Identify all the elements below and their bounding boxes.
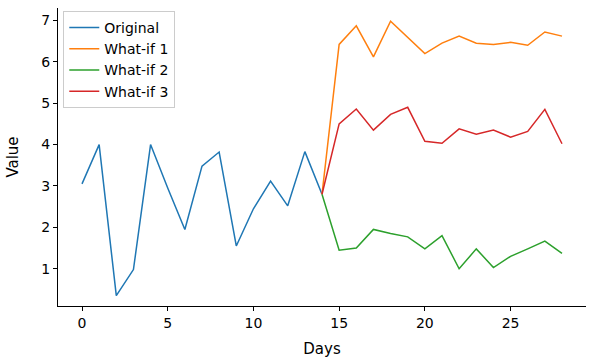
- svg-text:Value: Value: [4, 136, 22, 177]
- svg-text:5: 5: [41, 95, 50, 111]
- svg-text:3: 3: [41, 178, 50, 194]
- svg-text:7: 7: [41, 12, 50, 28]
- svg-text:What-if 2: What-if 2: [104, 62, 168, 78]
- svg-text:20: 20: [416, 315, 434, 331]
- svg-text:2: 2: [41, 219, 50, 235]
- svg-text:Days: Days: [303, 340, 341, 358]
- svg-text:10: 10: [245, 315, 263, 331]
- svg-text:15: 15: [330, 315, 348, 331]
- svg-text:Original: Original: [104, 20, 159, 36]
- svg-text:What-if 1: What-if 1: [104, 41, 168, 57]
- svg-text:0: 0: [78, 315, 87, 331]
- svg-text:1: 1: [41, 261, 50, 277]
- svg-text:5: 5: [163, 315, 172, 331]
- svg-text:6: 6: [41, 54, 50, 70]
- svg-text:What-if 3: What-if 3: [104, 84, 168, 100]
- svg-text:4: 4: [41, 136, 50, 152]
- svg-text:25: 25: [502, 315, 520, 331]
